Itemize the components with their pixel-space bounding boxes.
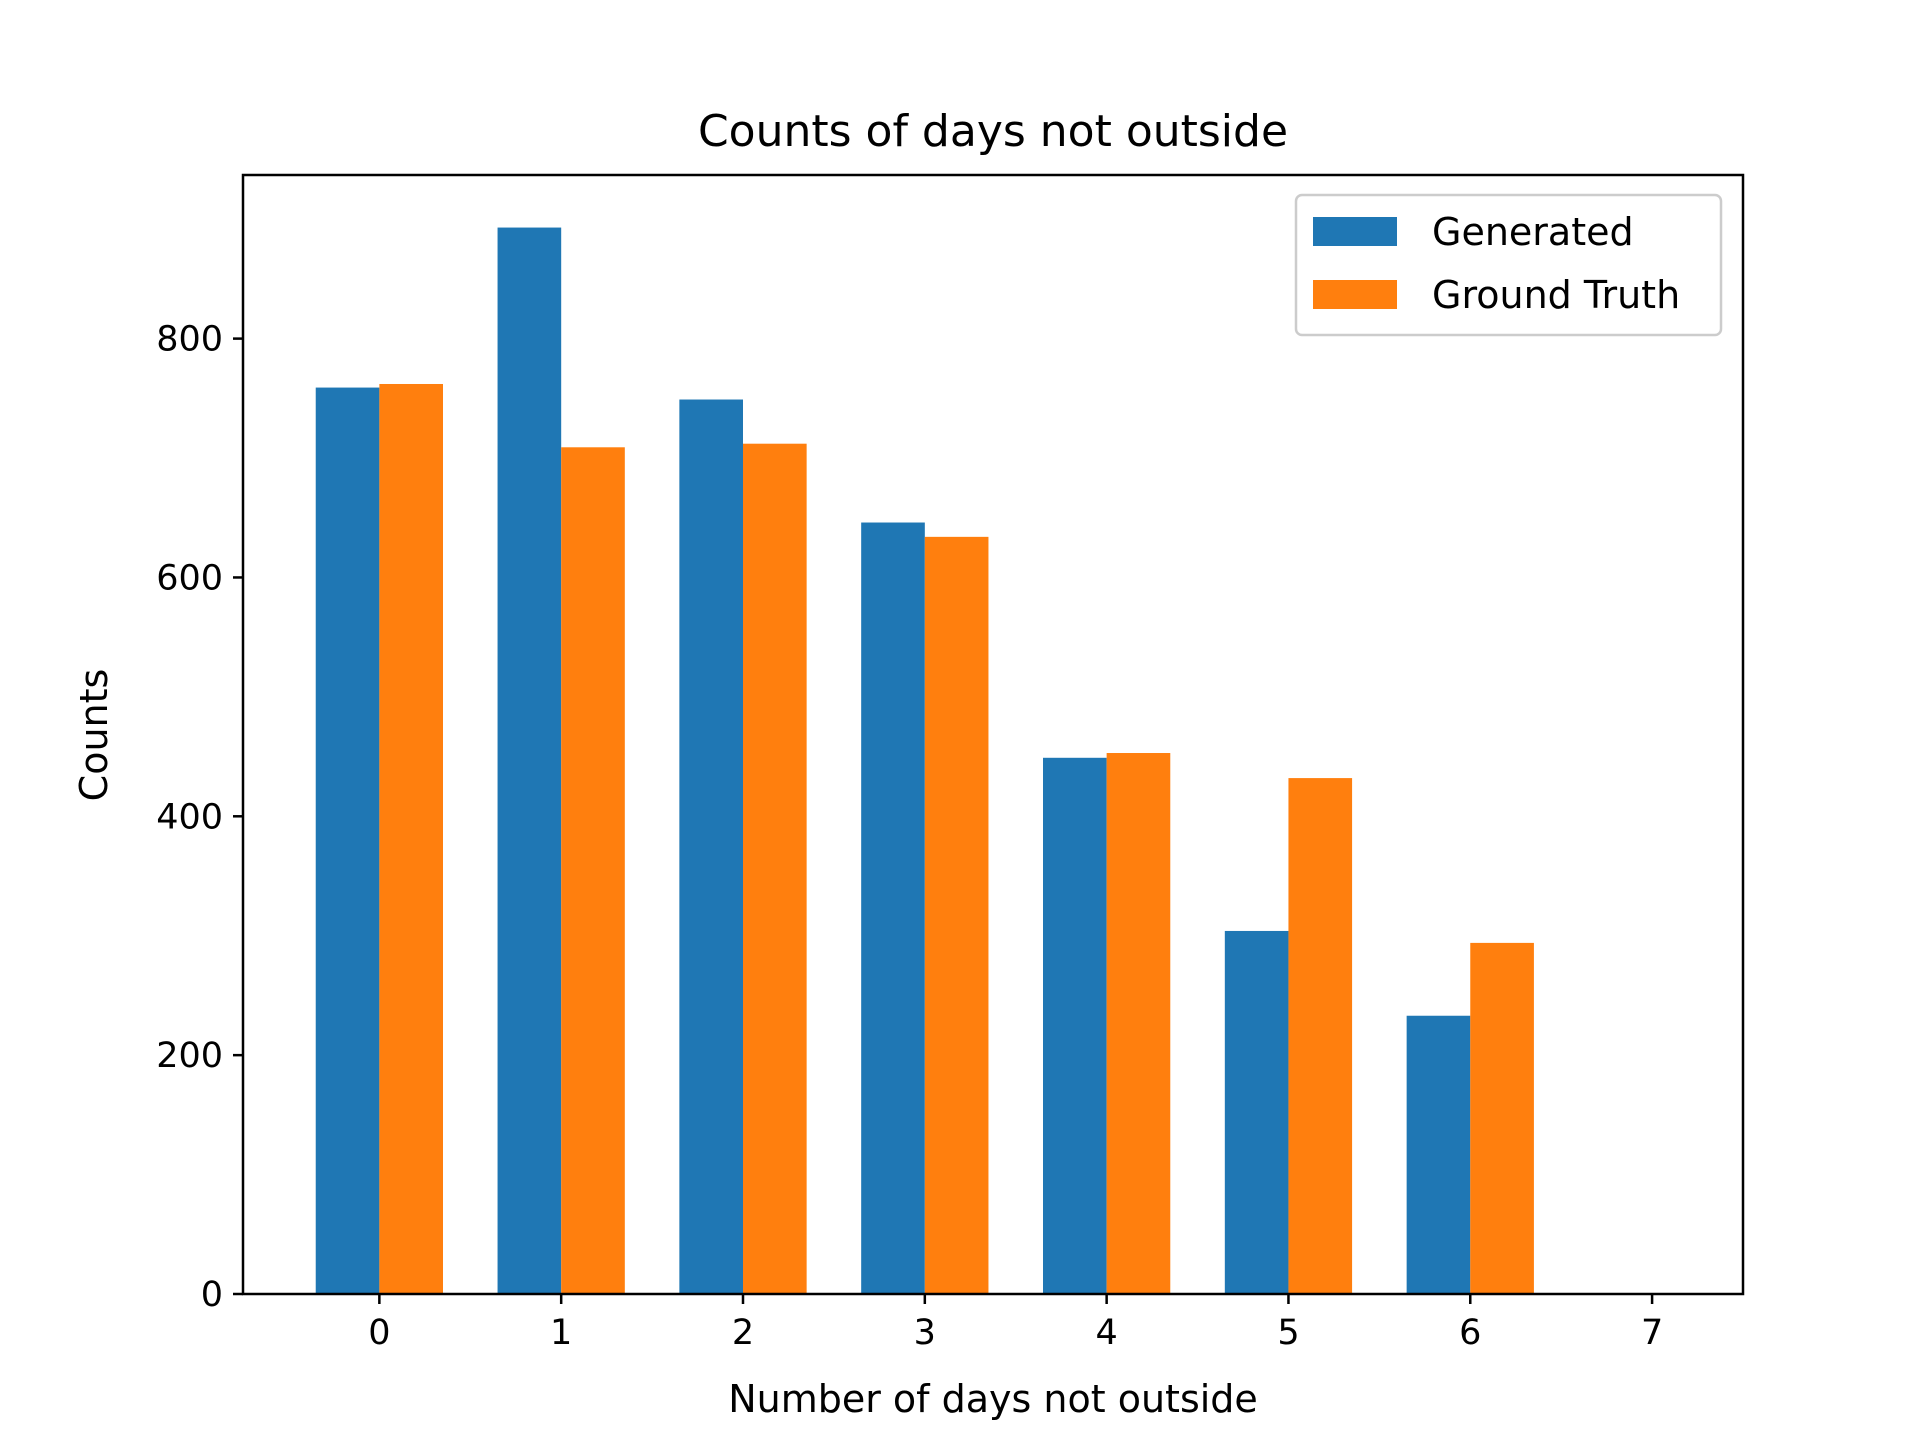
y-tick-label: 0 bbox=[201, 1275, 223, 1315]
legend-label-generated: Generated bbox=[1432, 210, 1634, 254]
x-axis-ticks: 0 1 2 3 4 5 6 7 bbox=[368, 1294, 1663, 1353]
x-tick-label: 4 bbox=[1095, 1313, 1117, 1353]
bar-generated-6 bbox=[1406, 1015, 1471, 1294]
legend-swatch-generated bbox=[1313, 217, 1397, 246]
bar-generated-1 bbox=[497, 227, 562, 1294]
bar-generated-5 bbox=[1224, 930, 1289, 1294]
x-tick-label: 1 bbox=[550, 1313, 572, 1353]
bar-generated-2 bbox=[679, 399, 743, 1294]
y-tick-label: 600 bbox=[156, 558, 223, 598]
y-axis-label: Counts bbox=[72, 669, 116, 802]
x-tick-label: 3 bbox=[914, 1313, 936, 1353]
legend-frame bbox=[1294, 193, 1723, 337]
x-axis-label: Number of days not outside bbox=[728, 1377, 1258, 1421]
bars-group bbox=[315, 227, 1534, 1294]
y-tick-label: 200 bbox=[156, 1036, 223, 1076]
bar-ground-truth-3 bbox=[924, 536, 989, 1294]
legend-swatch-ground-truth bbox=[1313, 280, 1397, 309]
bar-generated-3 bbox=[861, 522, 925, 1294]
y-tick-label: 800 bbox=[156, 320, 223, 360]
y-axis-ticks: 0 200 400 600 800 bbox=[156, 320, 243, 1315]
y-tick-label: 400 bbox=[156, 797, 223, 837]
x-tick-label: 7 bbox=[1641, 1313, 1663, 1353]
plot-area-frame bbox=[241, 173, 1745, 1296]
legend-label-ground-truth: Ground Truth bbox=[1432, 273, 1680, 317]
bar-ground-truth-6 bbox=[1470, 942, 1534, 1294]
bar-ground-truth-0 bbox=[379, 383, 443, 1294]
x-tick-label: 5 bbox=[1277, 1313, 1299, 1353]
x-tick-label: 0 bbox=[368, 1313, 390, 1353]
bar-ground-truth-1 bbox=[561, 447, 625, 1294]
legend: Generated Ground Truth bbox=[1294, 193, 1723, 337]
chart-title: Counts of days not outside bbox=[698, 106, 1288, 157]
x-tick-label: 6 bbox=[1459, 1313, 1481, 1353]
x-tick-label: 2 bbox=[732, 1313, 754, 1353]
bar-ground-truth-2 bbox=[743, 443, 807, 1294]
bar-generated-0 bbox=[315, 387, 380, 1294]
bar-ground-truth-4 bbox=[1106, 753, 1171, 1294]
bar-generated-4 bbox=[1043, 757, 1107, 1294]
bar-ground-truth-5 bbox=[1288, 778, 1353, 1294]
